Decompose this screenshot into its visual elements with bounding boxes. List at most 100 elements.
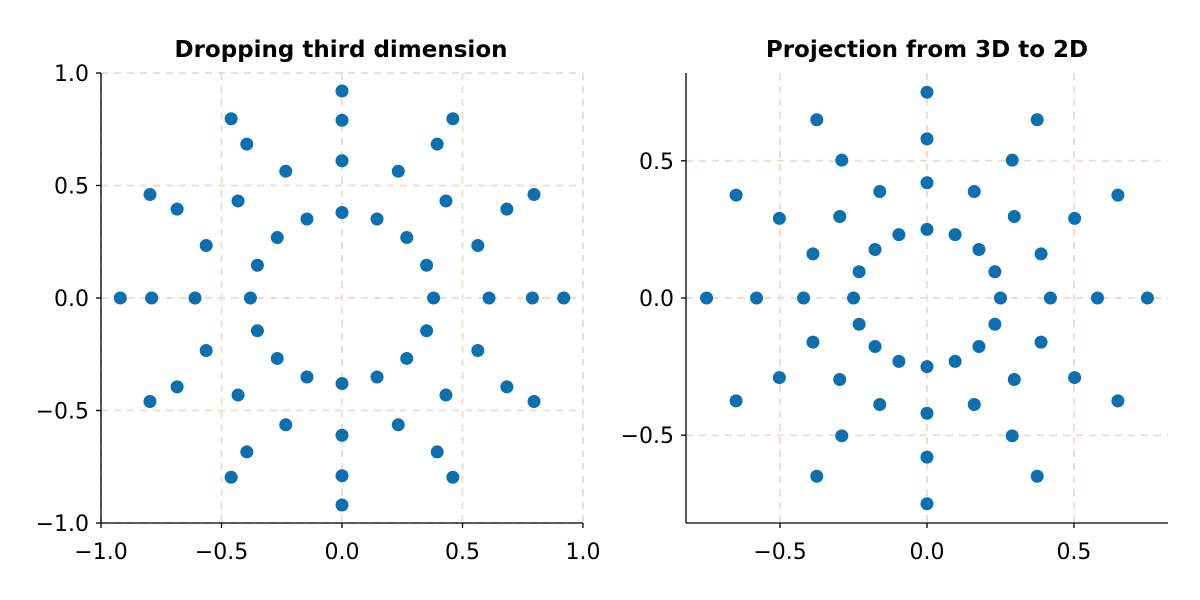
plot-right-point-47 [920,85,934,99]
plot-right-y-tick-label-0: −0.5 [621,424,674,449]
plot-right-x-tick-label-1: 0.0 [910,540,945,565]
plot-left-point-6 [270,231,284,245]
plot-right-point-43 [1068,371,1082,385]
plot-left-y-tick-label-4: 1.0 [54,62,89,87]
plot-left-axes: −1.0 −0.5 0.0 0.5 1.0 −1.0 −0.5 0.0 0.5 1.0 [36,62,601,565]
plot-right-point-40 [835,429,849,443]
plot-right-y-tick-label-2: 0.5 [639,150,674,175]
plot-right-point-18 [1007,210,1021,224]
plot-right-y-tick-label-1: 0.0 [639,287,674,312]
plot-right-point-19 [967,185,981,199]
plot-right-point-8 [847,291,861,305]
plot-left-point-25 [199,344,213,358]
plot-right-point-42 [1005,429,1019,443]
plot-right-point-39 [772,371,786,385]
plot-right-point-29 [967,397,981,411]
plot-right-x-tick-label-0: −0.5 [753,540,806,565]
plot-left-point-31 [471,344,485,358]
plot-right-point-28 [920,406,934,420]
plot-right-point-35 [920,132,934,146]
plot-right-point-36 [835,153,849,167]
plot-left-x-tick-label-1: −0.5 [195,540,248,565]
plot-left-point-37 [170,202,184,216]
plot-right-point-48 [810,113,824,127]
plot-left-point-11 [300,370,314,384]
plot-left-x-tick-label-3: 0.5 [445,540,480,565]
plot-right-point-23 [806,247,820,261]
plot-left-point-47 [335,84,349,98]
plot-right-point-37 [772,211,786,225]
plot-right-points [700,85,1154,511]
plot-right-point-45 [1111,188,1125,202]
plot-right-point-24 [797,291,811,305]
plot-left-point-35 [335,113,349,127]
plot-right-point-20 [920,176,934,190]
plot-right-point-21 [873,185,887,199]
plot-right-point-41 [920,450,934,464]
plot-right-point-5 [892,228,906,242]
plot-right-point-51 [729,394,743,408]
plot-right-point-13 [948,354,962,368]
plot-left-point-55 [527,395,541,408]
plot-right-point-52 [810,469,824,483]
plot-left-point-43 [500,380,514,394]
plot-left-point-32 [525,291,539,305]
plot-left-point-45 [527,188,541,201]
plot-left-point-54 [446,470,460,484]
plot-right-point-10 [868,340,882,354]
plot-left: Dropping third dimension −1.0 −0.5 0.0 0.5 1… [36,37,601,565]
plot-left-y-tick-label-2: 0.0 [54,287,89,312]
plot-left-point-19 [391,164,405,178]
plot-right-point-1 [988,265,1002,279]
plot-left-point-27 [279,418,293,432]
plot-right-point-15 [988,317,1002,331]
plot-left-point-3 [370,212,384,226]
plot-right-point-55 [1111,394,1125,408]
plot-right-point-0 [993,291,1007,305]
plot-left-point-2 [400,231,414,245]
plot-left-y-tick-label-3: 0.5 [54,175,89,200]
plot-left-point-33 [500,202,514,216]
plot-left-points [113,84,571,512]
plot-right-point-54 [1030,469,1044,483]
plot-right-point-46 [1030,113,1044,127]
plot-left-point-41 [335,469,349,483]
plot-right: Projection from 3D to 2D −0.5 0.0 0.5 −0.5 0… [621,37,1168,565]
plot-right-point-4 [920,222,934,236]
plot-left-y-tick-label-1: −0.5 [36,400,89,425]
plot-left-point-52 [224,470,238,484]
plot-left-point-9 [250,324,264,338]
plot-left-point-18 [439,194,453,208]
plot-right-point-26 [833,372,847,386]
plot-right-point-11 [892,354,906,368]
plot-right-point-44 [1140,291,1154,305]
plot-left-point-14 [400,351,414,365]
plot-left-point-26 [231,388,245,402]
plot-left-point-21 [279,164,293,178]
plot-left-point-17 [471,238,485,252]
plot-left-point-42 [430,445,444,459]
plot-left-point-28 [335,428,349,442]
plot-left-point-12 [335,377,349,390]
plot-left-point-50 [113,291,127,305]
plot-left-point-40 [240,445,254,459]
plot-right-point-7 [852,265,866,279]
plot-right-axes: −0.5 0.0 0.5 −0.5 0.0 0.5 [621,73,1168,565]
plot-right-point-38 [750,291,764,305]
plot-right-point-34 [1005,153,1019,167]
plot-left-point-4 [335,206,349,219]
plot-left-point-10 [270,351,284,365]
plot-left-point-39 [170,380,184,394]
plot-left-x-tick-label-4: 1.0 [566,540,601,565]
plot-left-x-tick-label-0: −1.0 [74,540,127,565]
plot-right-point-6 [868,242,882,256]
plot-left-point-8 [243,291,257,305]
plot-left-title: Dropping third dimension [175,37,508,63]
plot-right-point-17 [1034,247,1048,261]
plot-left-point-15 [420,324,434,338]
plot-right-point-50 [700,291,714,305]
plot-right-title: Projection from 3D to 2D [766,37,1088,63]
plot-left-point-13 [370,370,384,384]
plot-right-x-tick-label-2: 0.5 [1056,540,1091,565]
plot-left-y-tick-label-0: −1.0 [36,512,89,537]
